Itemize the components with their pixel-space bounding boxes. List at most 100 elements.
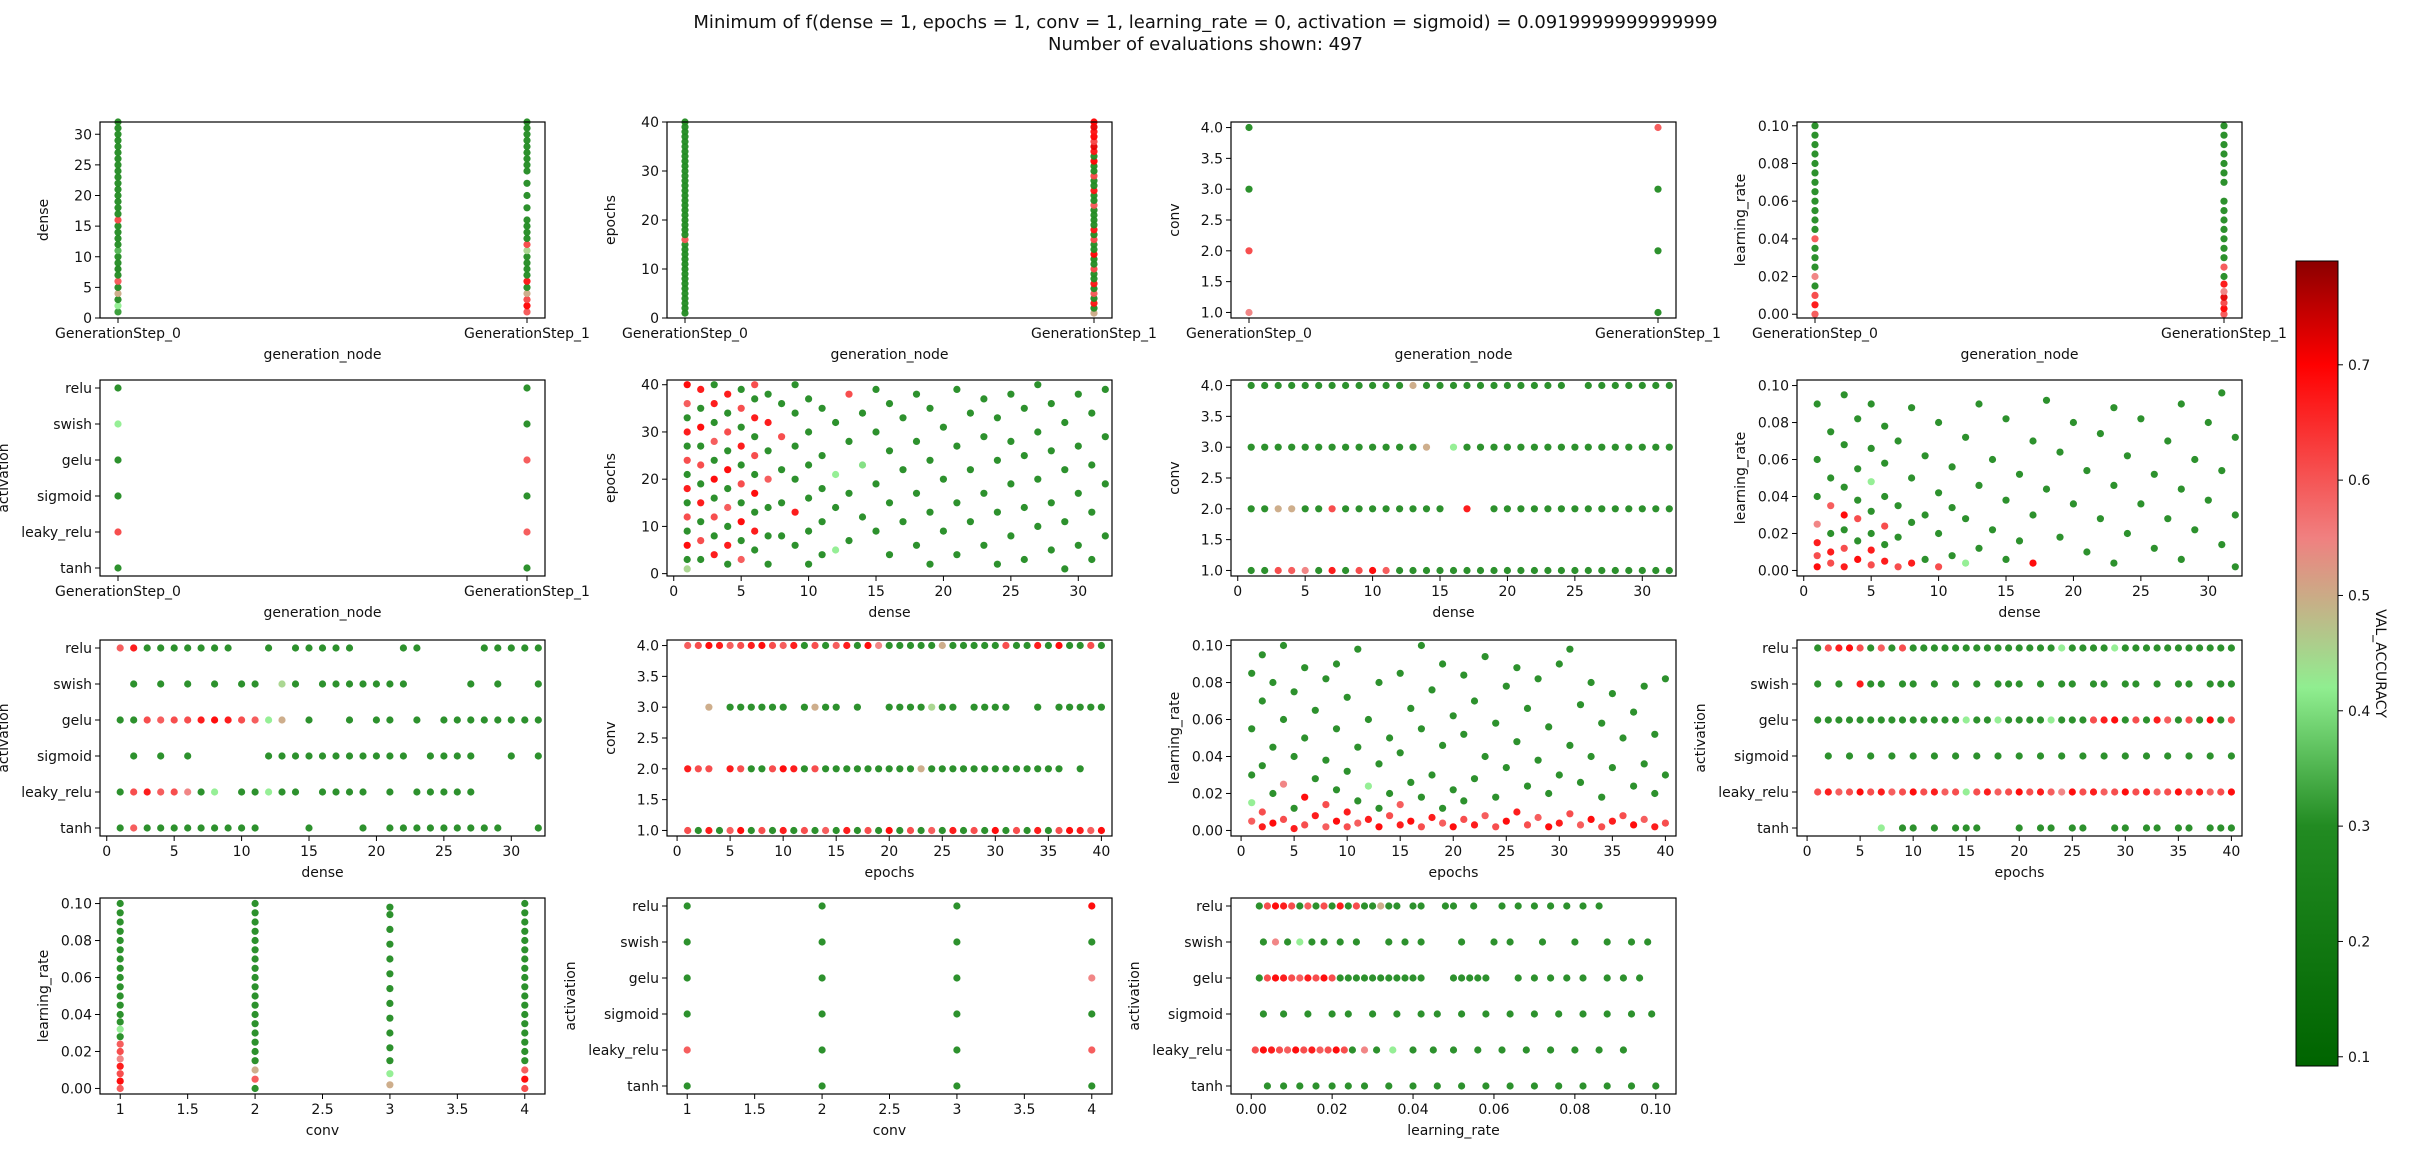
data-point [386, 903, 394, 911]
data-point [1867, 546, 1875, 554]
data-point [1948, 552, 1956, 560]
x-axis-label: epochs [865, 865, 915, 881]
data-point [1280, 1082, 1288, 1090]
data-point [845, 390, 853, 398]
y-tick-label: 0 [650, 567, 659, 583]
data-point [2132, 644, 2140, 652]
data-point [710, 418, 718, 427]
data-point [114, 528, 122, 536]
data-point [1382, 505, 1390, 513]
data-point [251, 824, 259, 832]
data-point [372, 716, 380, 724]
data-point [1407, 704, 1415, 713]
data-point [1312, 974, 1320, 982]
y-tick-label: 1.5 [1201, 533, 1223, 549]
data-point [1881, 459, 1889, 467]
data-point [1269, 678, 1277, 687]
y-axis-label: learning_rate [36, 950, 52, 1043]
data-point [811, 826, 819, 835]
data-point [1263, 902, 1271, 910]
data-point [251, 946, 259, 954]
data-point [747, 826, 755, 835]
data-point [1290, 688, 1298, 696]
data-point [184, 680, 192, 688]
data-point [1342, 505, 1350, 513]
x-tick-label: 4 [520, 1102, 529, 1118]
data-point [1275, 1046, 1284, 1054]
data-point [1288, 505, 1296, 513]
data-point [114, 216, 122, 224]
data-point [1661, 771, 1669, 779]
data-point [811, 765, 819, 773]
y-tick-label: 2.5 [1201, 213, 1223, 229]
data-point [1811, 272, 1819, 281]
data-point [453, 788, 461, 796]
data-point [981, 703, 989, 711]
data-point [1261, 443, 1269, 451]
data-point [800, 765, 809, 773]
data-point [1867, 478, 1875, 486]
y-tick-label: leaky_relu [1152, 1043, 1223, 1059]
data-point [1506, 1082, 1514, 1090]
data-point [114, 179, 122, 187]
data-point [1439, 819, 1447, 827]
data-point [2110, 481, 2118, 489]
data-point [758, 826, 766, 835]
data-point [2089, 788, 2098, 796]
data-point [1584, 505, 1592, 513]
data-point [697, 442, 705, 450]
data-point [1566, 810, 1574, 818]
data-point [1813, 563, 1821, 571]
data-point [1608, 690, 1616, 698]
y-tick-label: 3.5 [1201, 151, 1223, 167]
data-point [116, 1062, 124, 1070]
data-point [1369, 381, 1377, 390]
data-point [1301, 734, 1309, 742]
data-point [1385, 1082, 1393, 1090]
data-point [2036, 644, 2045, 652]
data-point [1854, 415, 1862, 423]
data-point [1598, 823, 1606, 831]
data-point [523, 179, 531, 187]
data-point [386, 1029, 394, 1037]
data-point [1920, 644, 1928, 652]
data-point [413, 824, 421, 832]
data-point [1584, 566, 1592, 575]
data-point [1867, 529, 1875, 538]
figure-title: Minimum of f(dense = 1, epochs = 1, conv… [693, 12, 1718, 33]
data-point [467, 824, 475, 832]
data-point [114, 240, 122, 249]
data-point [724, 560, 732, 568]
data-point [372, 752, 380, 760]
data-point [1258, 697, 1266, 705]
data-point [1534, 675, 1542, 683]
data-point [790, 826, 798, 835]
data-point [853, 826, 862, 835]
x-tick-label: 30 [1633, 584, 1651, 600]
x-tick-label: 0 [673, 844, 682, 860]
data-point [1840, 391, 1848, 399]
data-point [1920, 788, 1928, 796]
data-point [1811, 188, 1819, 196]
data-point [2110, 404, 2118, 412]
data-point [1352, 938, 1360, 946]
y-tick-label: gelu [62, 453, 92, 469]
data-point [1571, 443, 1579, 451]
data-point [1261, 566, 1269, 575]
y-tick-label: 2.5 [637, 731, 659, 747]
data-point [1316, 1046, 1324, 1054]
x-tick-label: 10 [1338, 844, 1356, 860]
data-point [2164, 437, 2172, 445]
data-point [1651, 789, 1659, 798]
data-point [1665, 443, 1673, 451]
y-tick-label: leaky_relu [1718, 785, 1789, 801]
data-point [114, 420, 122, 428]
data-point [1336, 974, 1344, 982]
y-tick-label: relu [1196, 899, 1223, 915]
x-axis-label: dense [868, 605, 910, 621]
data-point [822, 641, 830, 650]
data-point [1328, 1010, 1336, 1018]
data-point [114, 204, 122, 212]
data-point [1288, 443, 1296, 451]
